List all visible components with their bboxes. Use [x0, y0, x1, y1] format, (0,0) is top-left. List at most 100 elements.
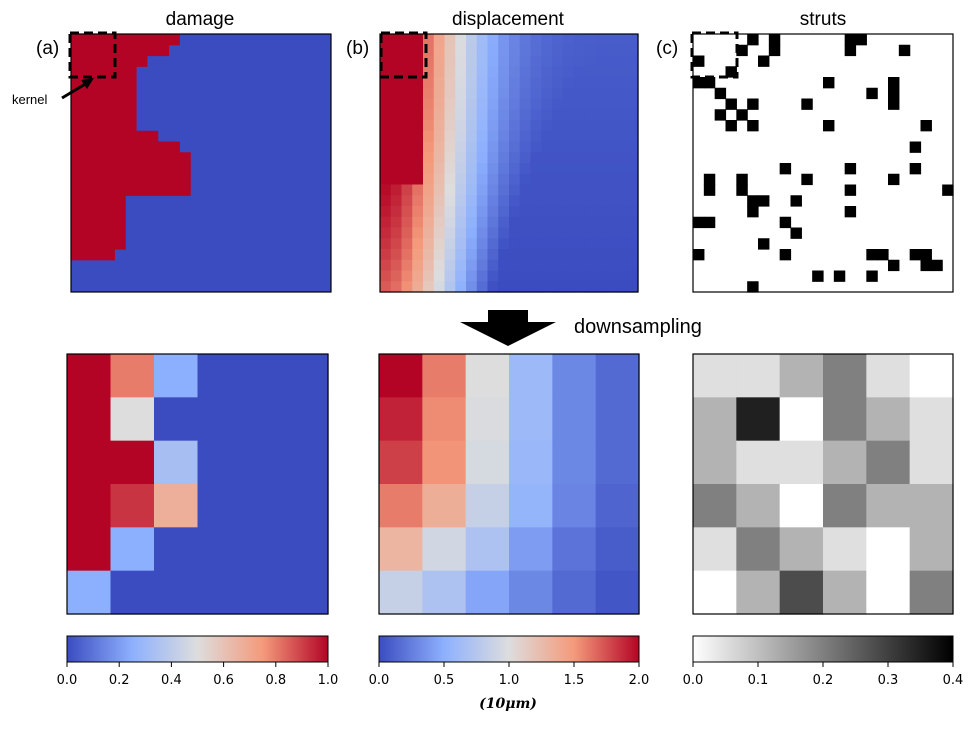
displacement-cell	[390, 109, 403, 121]
displacement-cell	[423, 227, 435, 239]
displacement-cell	[455, 249, 467, 261]
displacement-cell	[390, 206, 403, 218]
displacement-cell	[444, 227, 456, 239]
displacement-cell	[487, 98, 499, 110]
displacement-full-frame	[379, 33, 639, 293]
strut-cell	[888, 87, 900, 100]
displacement-cell	[509, 238, 521, 250]
displacement-cell	[455, 238, 467, 250]
damage-down-cell	[154, 354, 199, 398]
displacement-cell	[487, 109, 499, 121]
displacement-cell	[444, 216, 456, 229]
struts-down-cell	[823, 570, 867, 615]
displacement-cell	[595, 163, 607, 175]
displacement-cell	[595, 66, 607, 78]
damage-down-cell	[241, 397, 286, 442]
displacement-cell	[552, 163, 564, 175]
strut-cell	[768, 44, 781, 57]
damage-cell	[71, 44, 170, 57]
displacement-cell	[519, 120, 532, 132]
displacement-cell	[466, 238, 478, 250]
displacement-cell	[487, 55, 499, 67]
strut-cell	[898, 44, 911, 57]
colorbar-tick-label: 0.1	[748, 673, 769, 688]
displacement-cell	[444, 238, 456, 250]
displacement-cell	[627, 227, 639, 239]
displacement-cell	[552, 270, 564, 282]
displacement-cell	[530, 98, 542, 110]
displacement-cell	[455, 195, 467, 207]
struts-down-cell	[823, 527, 867, 572]
displacement-cell	[498, 77, 510, 89]
strut-cell	[747, 206, 759, 218]
displacement-cell	[616, 216, 628, 229]
displacement-cell	[487, 44, 499, 57]
displacement-cell	[466, 152, 478, 164]
displacement-cell	[433, 152, 446, 164]
damage-down-cell	[197, 397, 242, 442]
displacement-cell	[584, 152, 596, 164]
displacement-cell	[412, 87, 424, 100]
struts-down-cell	[693, 397, 737, 442]
displacement-cell	[487, 249, 499, 261]
displacement-cell	[519, 152, 532, 164]
damage-down-cell	[284, 570, 329, 615]
displacement-cell	[498, 270, 510, 282]
colorbar-tick-label: 0.4	[161, 673, 182, 688]
displacement-cell	[584, 195, 596, 207]
strut-cell	[747, 281, 759, 293]
strut-cell	[779, 163, 792, 175]
displacement-cell	[487, 87, 499, 100]
displacement-cell	[552, 227, 564, 239]
displacement-cell	[498, 34, 510, 46]
damage-down-cell	[284, 527, 329, 572]
displacement-cell	[466, 249, 478, 261]
displacement-cell	[584, 163, 596, 175]
displacement-down-cell	[379, 484, 423, 528]
damage-down-cell	[197, 354, 242, 398]
colorbar-tick-label: 0.0	[369, 673, 390, 688]
displacement-cell	[455, 184, 467, 196]
displacement-cell	[423, 109, 435, 121]
colorbar-tick-label: 0.2	[109, 673, 130, 688]
struts-down-cell	[736, 527, 781, 572]
displacement-cell	[498, 120, 510, 132]
struts-down-cell	[736, 570, 781, 615]
displacement-cell	[380, 281, 392, 293]
displacement-cell	[476, 184, 489, 196]
displacement-cell	[380, 109, 392, 121]
displacement-cell	[498, 195, 510, 207]
colorbar-tick-label: 2.0	[629, 673, 650, 688]
displacement-cell	[455, 281, 467, 293]
displacement-cell	[530, 130, 542, 143]
displacement-cell	[519, 216, 532, 229]
displacement-cell	[519, 66, 532, 78]
displacement-cell	[444, 77, 456, 89]
displacement-cell	[616, 130, 628, 143]
displacement-cell	[444, 34, 456, 46]
displacement-cell	[401, 34, 413, 46]
displacement-cell	[487, 281, 499, 293]
displacement-cell	[541, 98, 553, 110]
strut-cell	[747, 120, 759, 132]
displacement-cell	[487, 141, 499, 153]
displacement-cell	[605, 238, 618, 250]
strut-cell	[703, 173, 716, 186]
displacement-cell	[390, 66, 403, 78]
displacement-unit-label: (10μm)	[479, 696, 537, 712]
struts-down-cell	[779, 354, 824, 398]
damage-cell	[71, 152, 191, 164]
displacement-cell	[455, 87, 467, 100]
displacement-cell	[412, 206, 424, 218]
displacement-cell	[616, 163, 628, 175]
displacement-cell	[595, 227, 607, 239]
displacement-cell	[519, 227, 532, 239]
displacement-down-cell	[465, 397, 510, 442]
strut-cell	[801, 173, 813, 186]
displacement-down-cell	[595, 440, 640, 485]
displacement-cell	[530, 141, 542, 153]
displacement-cell	[476, 195, 489, 207]
displacement-cell	[616, 270, 628, 282]
damage-heatmap-full	[71, 34, 331, 292]
